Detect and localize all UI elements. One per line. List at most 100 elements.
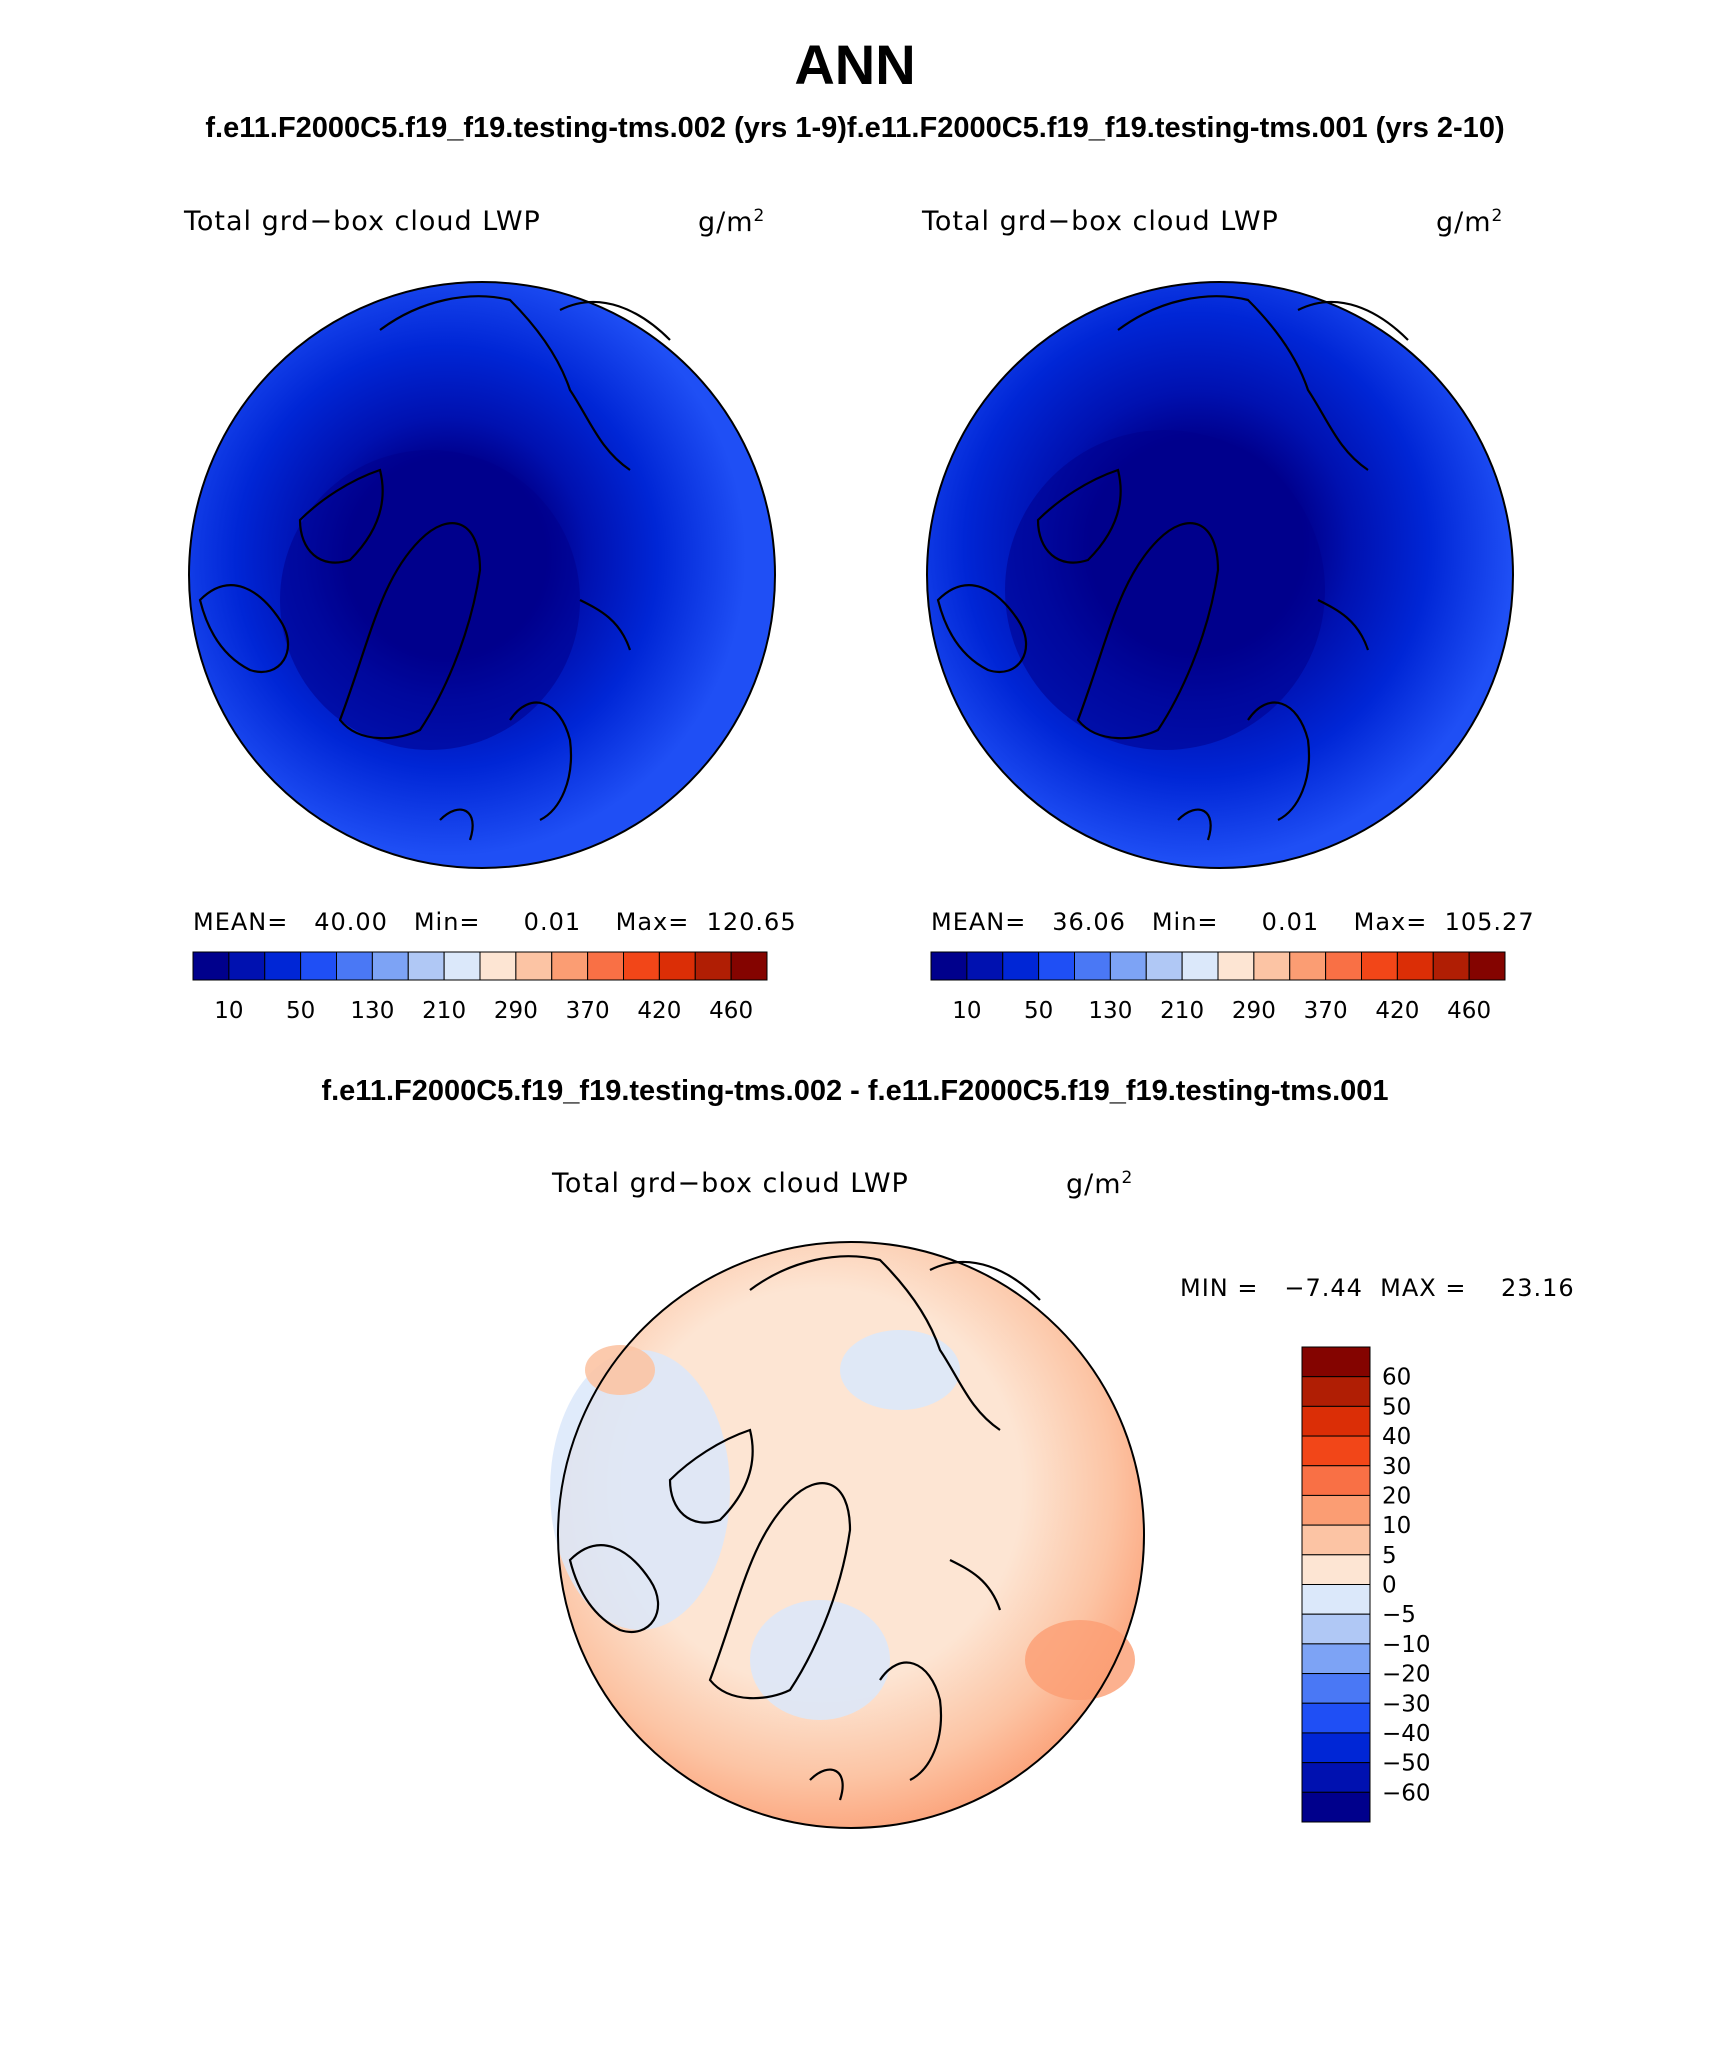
difference-colorbar-tick-label: 50	[1382, 1394, 1411, 1420]
panel3-stats: MIN = −7.44 MAX = 23.16	[1180, 1274, 1575, 1302]
difference-title: f.e11.F2000C5.f19_f19.testing-tms.002 - …	[321, 1075, 1389, 1107]
panel1-colorbar-tick-label: 460	[709, 998, 753, 1024]
panel3-variable-label: Total grd−box cloud LWP	[552, 1168, 909, 1199]
panel1-colorbar-swatch	[443, 951, 481, 981]
case-names-subtitle: f.e11.F2000C5.f19_f19.testing-tms.002 (y…	[205, 112, 1505, 144]
difference-colorbar-swatch	[1301, 1613, 1371, 1645]
panel1-colorbar-swatch	[407, 951, 445, 981]
difference-colorbar-swatch	[1301, 1762, 1371, 1793]
panel1-colorbar-swatch	[515, 951, 553, 981]
panel2-colorbar-swatch	[1325, 951, 1362, 981]
panel3-coastlines	[568, 1255, 1041, 1801]
panel2-colorbar-swatch	[1145, 951, 1183, 981]
panel1-colorbar-swatch	[658, 951, 696, 981]
difference-colorbar-swatch	[1301, 1643, 1371, 1675]
panel1-colorbar-swatch	[192, 951, 230, 981]
page-title: ANN	[794, 33, 916, 96]
panel2-colorbar-swatch	[1396, 951, 1434, 981]
panel3-negative-south	[750, 1600, 890, 1720]
panel2-colorbar-tick-label: 50	[1024, 998, 1053, 1024]
panel1-colorbar-swatch	[264, 951, 302, 981]
panel1-colorbar-swatch	[479, 951, 517, 981]
panel3-map-border	[557, 1241, 1145, 1829]
panel1-colorbar-swatch	[730, 951, 768, 981]
panel2-coastlines	[936, 295, 1409, 841]
panel2-colorbar-tick-label: 10	[952, 998, 981, 1024]
panel3-positive-east	[1025, 1620, 1135, 1700]
panel2-colorbar-swatch	[966, 951, 1004, 981]
difference-colorbar-tick-label: 20	[1382, 1483, 1411, 1509]
difference-colorbar-swatch	[1301, 1554, 1371, 1585]
panel2-colorbar-swatch	[1253, 951, 1291, 981]
difference-colorbar-tick-label: 5	[1382, 1543, 1397, 1569]
panel1-colorbar-swatch	[371, 951, 409, 981]
panel2-colorbar-swatch	[1217, 951, 1255, 981]
panel1-map	[188, 281, 776, 869]
panel3-map	[550, 1241, 1145, 1829]
panel1-colorbar-swatch	[228, 951, 266, 981]
panel2-colorbar-tick-label: 290	[1232, 998, 1276, 1024]
panel1-colorbar-tick-label: 10	[214, 998, 243, 1024]
panel2-colorbar-tick-label: 210	[1160, 998, 1204, 1024]
panel2-map	[926, 281, 1514, 869]
difference-colorbar-swatch	[1301, 1376, 1371, 1407]
difference-colorbar-tick-label: −30	[1382, 1691, 1431, 1717]
panel1-colorbar-swatch	[336, 951, 373, 981]
difference-colorbar-swatch	[1301, 1346, 1371, 1378]
panel1-colorbar-swatch	[300, 951, 337, 981]
panel1-colorbar-swatch	[587, 951, 624, 981]
panel1-coastlines	[198, 295, 671, 841]
panel1-colorbar-tick-label: 370	[566, 998, 610, 1024]
panel2-colorbar-swatch	[1181, 951, 1219, 981]
difference-colorbar-swatch	[1301, 1465, 1371, 1496]
panel2-colorbar-swatch	[1038, 951, 1075, 981]
difference-colorbar-swatch	[1301, 1435, 1371, 1467]
panel1-colorbar-tick-label: 130	[350, 998, 394, 1024]
panel3-field	[558, 1242, 1144, 1828]
panel1-map-border	[188, 281, 776, 869]
panel3-negative-west	[550, 1350, 730, 1630]
difference-colorbar-swatch	[1301, 1673, 1371, 1704]
panel2-colorbar-tick-label: 130	[1088, 998, 1132, 1024]
panel1-colorbar-swatch	[623, 951, 660, 981]
difference-colorbar-tick-label: −40	[1382, 1721, 1431, 1747]
difference-colorbar-tick-label: 30	[1382, 1454, 1411, 1480]
panel2-variable-label: Total grd−box cloud LWP	[922, 206, 1279, 237]
difference-colorbar-swatch	[1301, 1732, 1371, 1764]
difference-colorbar-swatch	[1301, 1524, 1371, 1556]
panel1-colorbar-tick-label: 210	[422, 998, 466, 1024]
difference-colorbar-tick-label: −5	[1382, 1602, 1416, 1628]
difference-colorbar-tick-label: −60	[1382, 1780, 1431, 1806]
panel2-colorbar-swatch	[1002, 951, 1040, 981]
panel2-colorbar-tick-label: 370	[1304, 998, 1348, 1024]
panel1-colorbar-tick-label: 50	[286, 998, 315, 1024]
difference-colorbar-tick-label: −10	[1382, 1632, 1431, 1658]
panel2-units-label: g/m2	[1436, 206, 1504, 238]
difference-colorbar-tick-label: −50	[1382, 1751, 1431, 1777]
panel2-colorbar-swatch	[1109, 951, 1147, 981]
panel1-colorbar-swatch	[694, 951, 732, 981]
difference-colorbar-tick-label: 40	[1382, 1424, 1411, 1450]
difference-colorbar-swatch	[1301, 1405, 1371, 1437]
panel1-units-label: g/m2	[698, 206, 766, 238]
panel1-colorbar-tick-label: 420	[637, 998, 681, 1024]
panel2-colorbar-swatch	[930, 951, 968, 981]
panel2-greenland-minimum	[1005, 430, 1325, 750]
panel2-stats: MEAN= 36.06 Min= 0.01 Max= 105.27	[931, 908, 1535, 936]
panel1-stats: MEAN= 40.00 Min= 0.01 Max= 120.65	[193, 908, 797, 936]
panel2-colorbar-swatch	[1361, 951, 1398, 981]
panel2-map-border	[926, 281, 1514, 869]
panel2-colorbar-tick-label: 460	[1447, 998, 1491, 1024]
panel1-colorbar-swatch	[551, 951, 589, 981]
panel2-colorbar-swatch	[1074, 951, 1111, 981]
panel3-units-label: g/m2	[1066, 1168, 1134, 1200]
difference-colorbar-swatch	[1301, 1584, 1371, 1615]
difference-colorbar-tick-label: 0	[1382, 1573, 1397, 1599]
difference-colorbar-swatch	[1301, 1791, 1371, 1823]
panel1-greenland-minimum	[280, 450, 580, 750]
panel3-positive-northwest	[585, 1345, 655, 1395]
panel1-colorbar: 10 50 130 210 290 370 420 460	[192, 951, 768, 1024]
difference-colorbar-tick-label: 10	[1382, 1513, 1411, 1539]
